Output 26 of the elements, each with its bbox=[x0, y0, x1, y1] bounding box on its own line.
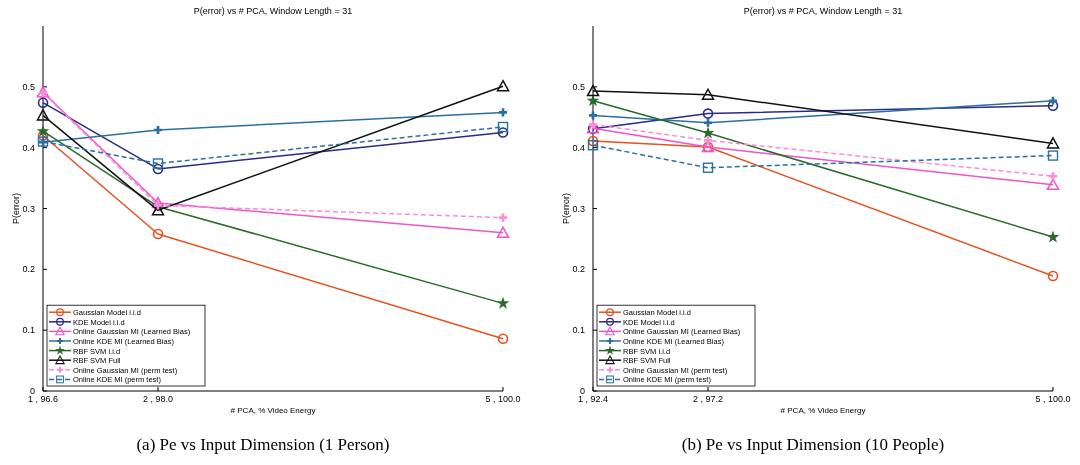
y-axis-title: P(error) bbox=[11, 193, 21, 224]
text: (b) Pe vs Input Dimension (10 People) bbox=[681, 435, 945, 454]
x-tick-label: 2 , 97.2 bbox=[692, 394, 724, 404]
x-tick-label: 1 , 92.4 bbox=[577, 394, 609, 404]
chart-title: P(error) vs # PCA, Window Length = 31 bbox=[743, 6, 903, 16]
y-tick-label: 0.3 bbox=[22, 203, 35, 214]
text: (a) Pe vs Input Dimension (1 Person) bbox=[136, 435, 390, 454]
y-tick-label: 0.5 bbox=[22, 81, 35, 92]
x-tick-label: 1 , 96.6 bbox=[27, 394, 59, 404]
y-tick-label: 0.4 bbox=[572, 142, 585, 153]
y-axis-title: P(error) bbox=[561, 193, 571, 224]
y-tick-label: 0.4 bbox=[22, 142, 35, 153]
y-tick-label: 0.3 bbox=[572, 203, 585, 214]
y-tick-label: 0.1 bbox=[22, 325, 35, 336]
y-tick-label: 0.1 bbox=[572, 325, 585, 336]
x-axis-title: # PCA, % Video Energy bbox=[780, 406, 866, 415]
x-tick-label: 5 , 100.0 bbox=[1035, 394, 1071, 404]
chart-title: P(error) vs # PCA, Window Length = 31 bbox=[193, 6, 353, 16]
x-axis-title: # PCA, % Video Energy bbox=[230, 406, 316, 415]
y-tick-label: 0 bbox=[29, 386, 35, 396]
y-tick-label: 0 bbox=[579, 386, 585, 396]
x-tick-label: 5 , 100.0 bbox=[485, 394, 521, 404]
y-tick-label: 0.5 bbox=[572, 81, 585, 92]
y-tick-label: 0.2 bbox=[572, 264, 585, 275]
x-tick-label: 2 , 98.0 bbox=[142, 394, 174, 404]
y-tick-label: 0.2 bbox=[22, 264, 35, 275]
